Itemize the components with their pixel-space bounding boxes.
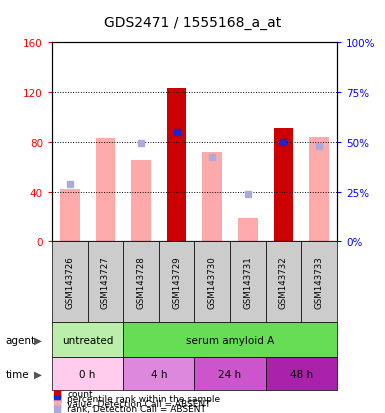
Text: GSM143727: GSM143727 xyxy=(101,256,110,308)
Text: GSM143730: GSM143730 xyxy=(208,256,217,308)
Bar xyxy=(266,357,337,390)
Text: untreated: untreated xyxy=(62,335,113,345)
Bar xyxy=(301,242,337,322)
Bar xyxy=(309,138,329,242)
Bar xyxy=(123,357,194,390)
Text: GDS2471 / 1555168_a_at: GDS2471 / 1555168_a_at xyxy=(104,16,281,30)
Text: value, Detection Call = ABSENT: value, Detection Call = ABSENT xyxy=(67,399,211,408)
Bar xyxy=(123,242,159,322)
Text: GSM143728: GSM143728 xyxy=(137,256,146,308)
Bar xyxy=(238,218,258,242)
Bar xyxy=(274,129,293,242)
Text: rank, Detection Call = ABSENT: rank, Detection Call = ABSENT xyxy=(67,404,206,413)
Bar xyxy=(95,139,115,242)
Text: GSM143732: GSM143732 xyxy=(279,256,288,308)
Bar xyxy=(123,322,337,357)
Text: 4 h: 4 h xyxy=(151,369,167,379)
Text: ■: ■ xyxy=(52,398,61,408)
Bar xyxy=(266,242,301,322)
Bar xyxy=(159,242,194,322)
Text: 48 h: 48 h xyxy=(290,369,313,379)
Text: 24 h: 24 h xyxy=(218,369,242,379)
Bar xyxy=(194,357,266,390)
Text: serum amyloid A: serum amyloid A xyxy=(186,335,274,345)
Bar xyxy=(88,242,123,322)
Bar xyxy=(52,357,123,390)
Bar xyxy=(60,190,80,242)
Text: GSM143729: GSM143729 xyxy=(172,256,181,308)
Bar xyxy=(131,161,151,242)
Text: percentile rank within the sample: percentile rank within the sample xyxy=(67,394,221,403)
Bar xyxy=(203,152,222,242)
Bar xyxy=(230,242,266,322)
Text: GSM143731: GSM143731 xyxy=(243,256,252,308)
Bar xyxy=(52,322,123,357)
Text: GSM143726: GSM143726 xyxy=(65,256,74,308)
Text: ■: ■ xyxy=(52,403,61,413)
Text: ▶: ▶ xyxy=(34,335,42,345)
Text: ■: ■ xyxy=(52,388,61,398)
Text: ▶: ▶ xyxy=(34,369,42,379)
Bar xyxy=(194,242,230,322)
Text: GSM143733: GSM143733 xyxy=(315,256,323,308)
Text: ■: ■ xyxy=(52,393,61,403)
Text: count: count xyxy=(67,389,93,398)
Text: 0 h: 0 h xyxy=(79,369,96,379)
Bar xyxy=(52,242,88,322)
Text: agent: agent xyxy=(6,335,36,345)
Bar xyxy=(167,89,186,242)
Text: time: time xyxy=(6,369,29,379)
